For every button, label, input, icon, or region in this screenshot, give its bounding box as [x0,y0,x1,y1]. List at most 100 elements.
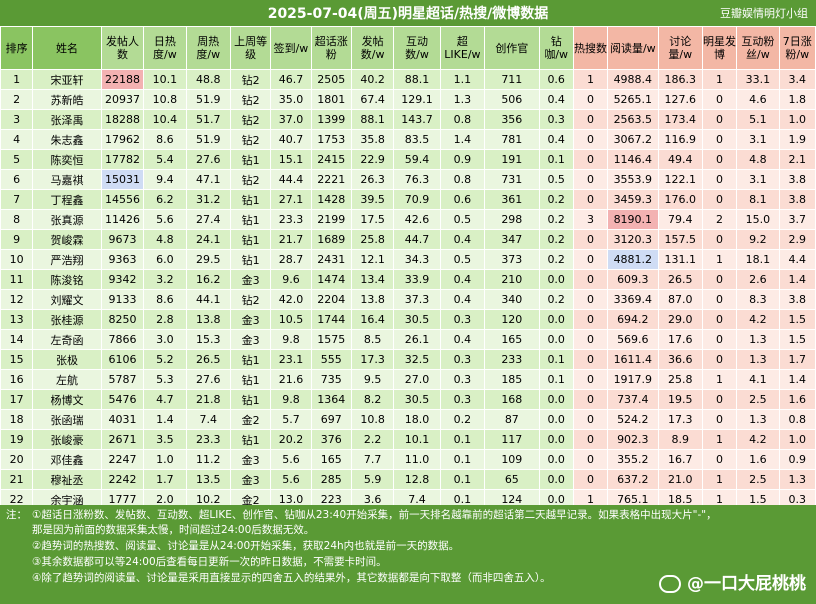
table-cell: 1575 [310,329,352,350]
table-cell: 13.5 [185,469,231,490]
table-cell: 3.8 [778,189,816,210]
table-cell: 48.8 [185,69,231,90]
table-cell: 361 [484,189,540,210]
table-row: 5 陈奕恒 17782 5.4 27.6 钻1 15.1 2415 22.9 59.4 0.9 191… [0,149,816,170]
table-cell: 87.0 [657,289,703,310]
table-cell: 0.0 [538,329,574,350]
table-cell: 0 [572,109,609,130]
column-header: 上周等级 [229,26,272,70]
star-name-cell: 张泽禹 [32,109,102,130]
table-cell: 0.1 [538,369,574,390]
table-row: 22 余宇涵 1777 2.0 10.2 金2 13.0 223 3.6 7.4 0.1 124 0.0… [0,489,816,510]
table-cell: 40.7 [270,129,312,150]
table-cell: 0.1 [538,149,574,170]
star-name-cell: 刘耀文 [32,289,102,310]
table-row: 20 邓佳鑫 2247 1.0 11.2 金3 5.6 165 7.7 11.0 0.1 109 0.0… [0,449,816,470]
table-cell: 15.3 [185,329,231,350]
table-cell: 5 [0,149,34,170]
table-cell: 1364 [310,389,352,410]
table-row: 10 严浩翔 9363 6.0 29.5 钻1 28.7 2431 12.1 34.3 0.5 373… [0,249,816,270]
table-cell: 钻1 [229,149,272,170]
table-cell: 10.8 [350,409,395,430]
table-cell: 0 [572,229,609,250]
table-cell: 2221 [310,169,352,190]
table-cell: 20937 [100,89,145,110]
table-cell: 28.7 [270,249,312,270]
table-cell: 0 [701,269,738,290]
table-cell: 711 [484,69,540,90]
table-cell: 116.9 [657,129,703,150]
table-cell: 20 [0,449,34,470]
watermark-text: @一口大屁桃桃 [687,574,806,594]
table-row: 3 张泽禹 18288 10.4 51.7 钻2 37.0 1399 88.1 143.7 0.8 3… [0,109,816,130]
star-name-cell: 张极 [32,349,102,370]
table-cell: 19 [0,429,34,450]
table-cell: 14556 [100,189,145,210]
table-cell: 0.2 [538,189,574,210]
table-cell: 17782 [100,149,145,170]
table-cell: 30.5 [393,389,441,410]
table-cell: 1.3 [736,349,780,370]
table-cell: 44.7 [393,229,441,250]
table-cell: 165 [484,329,540,350]
table-cell: 44.4 [270,169,312,190]
table-cell: 27.6 [185,149,231,170]
table-cell: 2242 [100,469,145,490]
table-cell: 3553.9 [607,169,659,190]
table-cell: 0.0 [538,409,574,430]
table-cell: 25.8 [657,369,703,390]
table-cell: 0 [572,169,609,190]
table-cell: 22 [0,489,34,510]
table-cell: 0.2 [538,289,574,310]
table-cell: 2431 [310,249,352,270]
table-cell: 9.5 [350,369,395,390]
table-cell: 18288 [100,109,145,130]
table-cell: 金3 [229,329,272,350]
table-cell: 0 [572,309,609,330]
table-cell: 46.7 [270,69,312,90]
table-cell: 185 [484,369,540,390]
table-cell: 0.8 [439,109,486,130]
watermark: @一口大屁桃桃 [659,569,806,594]
table-cell: 15.0 [736,209,780,230]
table-cell: 8.9 [657,429,703,450]
table-cell: 3.6 [350,489,395,510]
table-cell: 11.2 [185,449,231,470]
table-cell: 0.2 [538,209,574,230]
table-cell: 4881.2 [607,249,659,270]
table-cell: 4.6 [736,89,780,110]
table-cell: 金3 [229,269,272,290]
table-cell: 3.8 [778,169,816,190]
table-cell: 0.6 [439,189,486,210]
table-cell: 2199 [310,209,352,230]
table-cell: 1146.4 [607,149,659,170]
table-row: 16 左航 5787 5.3 27.6 钻1 21.6 735 9.5 27.0 0.3 185 0.1… [0,369,816,390]
table-cell: 0.1 [439,429,486,450]
table-cell: 5.4 [143,149,187,170]
table-cell: 8190.1 [607,209,659,230]
table-cell: 8.2 [350,389,395,410]
table-cell: 2 [701,209,738,230]
star-name-cell: 左奇函 [32,329,102,350]
table-cell: 21.7 [270,229,312,250]
table-cell: 7.4 [185,409,231,430]
table-cell: 0 [701,189,738,210]
table-cell: 0.4 [439,229,486,250]
star-name-cell: 左航 [32,369,102,390]
table-cell: 13 [0,309,34,330]
table-cell: 2.5 [736,389,780,410]
table-cell: 1.3 [736,409,780,430]
table-cell: 127.6 [657,89,703,110]
table-cell: 钻1 [229,249,272,270]
table-cell: 34.3 [393,249,441,270]
table-cell: 210 [484,269,540,290]
table-cell: 钻1 [229,389,272,410]
table-cell: 340 [484,289,540,310]
table-cell: 1 [572,489,609,510]
table-cell: 9.8 [270,329,312,350]
table-cell: 697 [310,409,352,430]
table-cell: 0 [572,469,609,490]
table-cell: 0 [701,449,738,470]
table-cell: 694.2 [607,309,659,330]
table-cell: 173.4 [657,109,703,130]
